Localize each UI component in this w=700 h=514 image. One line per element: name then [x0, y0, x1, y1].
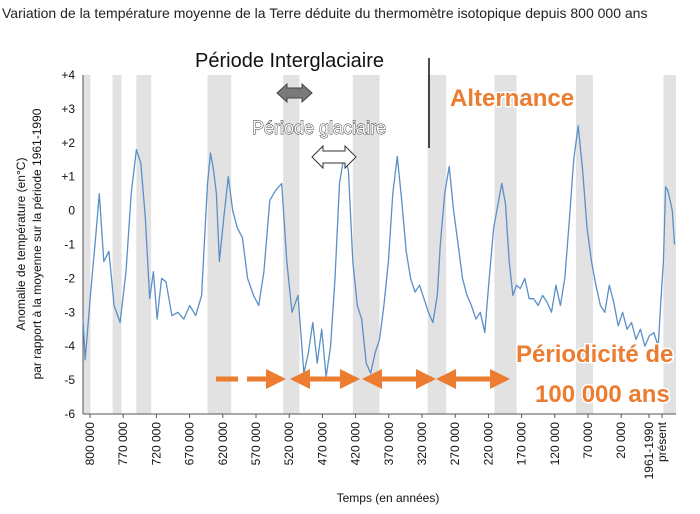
x-tick-label: 620 000 — [216, 422, 230, 466]
y-tick-label: +3 — [61, 102, 75, 116]
glacial-double-arrow-icon — [311, 144, 357, 170]
y-tick-label: +1 — [61, 170, 75, 184]
x-tick-label: 70 000 — [581, 422, 595, 459]
temperature-series — [82, 125, 676, 378]
y-tick-label: -6 — [64, 407, 75, 421]
y-tick-label: -4 — [64, 339, 75, 353]
x-axis-title: Temps (en années) — [337, 491, 440, 505]
x-tick-label: 570 000 — [249, 422, 263, 466]
annotation-alternance: Alternance — [450, 85, 574, 112]
interglacial-double-arrow-icon — [276, 82, 313, 104]
annotation-periodicity-line1: Périodicité de — [516, 341, 673, 368]
temperature-line — [82, 125, 676, 378]
band-4 — [283, 75, 300, 414]
x-tick-label: 670 000 — [183, 422, 197, 466]
y-axis-title-line: Anomalie de température (en°C) — [14, 158, 28, 331]
x-tick-label: 320 000 — [415, 422, 429, 466]
y-axis-title-line: par rapport à la moyenne sur la période … — [30, 108, 44, 379]
x-tick-label: 770 000 — [116, 422, 130, 466]
y-tick-label: -1 — [64, 238, 75, 252]
band-8 — [575, 75, 593, 414]
x-tick-label: 270 000 — [448, 422, 462, 466]
annotation-periodicity-line2: 100 000 ans — [535, 381, 670, 408]
band-3 — [207, 75, 232, 414]
x-tick-label: 800 000 — [83, 422, 97, 466]
x-tick-label: 520 000 — [282, 422, 296, 466]
band-2 — [136, 75, 152, 414]
x-tick-label: 220 000 — [481, 422, 495, 466]
x-tick-label: 370 000 — [382, 422, 396, 466]
y-tick-label: 0 — [68, 204, 75, 218]
y-tick-label: -5 — [64, 373, 75, 387]
annotation-glacial: Période glaciaire — [252, 118, 386, 138]
x-tick-label: 120 000 — [548, 422, 562, 466]
band-0 — [83, 75, 91, 414]
x-tick-label: 20 000 — [614, 422, 628, 459]
annotations: Période Interglaciaire Période glaciaire… — [195, 50, 675, 410]
x-tick-label: 470 000 — [315, 422, 329, 466]
y-tick-label: -3 — [64, 305, 75, 319]
y-tick-label: +2 — [61, 136, 75, 150]
interglacial-bands — [83, 75, 676, 414]
y-tick-label: +4 — [61, 68, 75, 82]
x-tick-label: 170 000 — [515, 422, 529, 466]
axes: +4 +3 +2 +1 0 -1 -2 -3 -4 -5 -6 800 000 770 000 720 0… — [14, 68, 676, 505]
chart-title: Variation de la température moyenne de l… — [2, 5, 647, 21]
band-1 — [112, 75, 122, 414]
x-tick-label: 420 000 — [349, 422, 363, 466]
x-tick-label: présent — [655, 421, 669, 462]
band-6 — [427, 75, 447, 414]
x-tick-label: 1961-1990 — [642, 422, 656, 480]
y-tick-label: -2 — [64, 271, 75, 285]
band-9 — [663, 75, 676, 414]
band-7 — [494, 75, 517, 414]
annotation-interglacial: Période Interglaciaire — [195, 50, 384, 72]
x-tick-label: 720 000 — [149, 422, 163, 466]
